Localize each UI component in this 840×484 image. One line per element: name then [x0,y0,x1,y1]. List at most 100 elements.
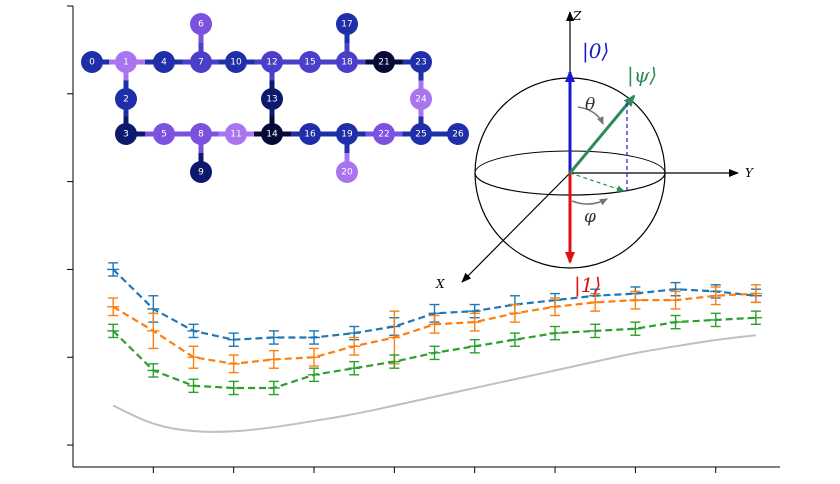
error-bar [267,349,280,369]
error-bar [187,345,200,369]
bloch-sphere: |0⟩ |1⟩ |ψ⟩ θ φ Z Y X [435,9,754,298]
qubit-node: 24 [410,88,432,110]
qubit-node: 8 [190,123,212,145]
qubit-node: 6 [190,13,212,35]
error-bar [107,323,120,339]
qubit-node-label: 3 [123,130,129,140]
error-bar [147,363,160,378]
error-bar [508,332,521,347]
error-bar [227,380,240,396]
error-bar [709,286,722,306]
error-bar [629,290,642,310]
z-axis-label: Z [572,9,582,23]
error-bar [589,292,602,312]
error-bar [267,380,280,396]
qubit-nodes: 0 123456789101112131415161718192021222324… [81,13,469,183]
qubit-node-label: 20 [341,168,353,178]
qubit-node: 20 [336,161,358,183]
qubit-node: 1 [115,51,137,73]
error-bar [749,284,762,304]
series-line [112,334,757,433]
qubit-node-label: 23 [415,58,426,68]
error-bar [348,336,361,356]
error-bar [508,303,521,323]
qubit-node-label: 12 [266,58,277,68]
qubit-node-label: 7 [198,58,204,68]
qubit-node: 15 [299,51,321,73]
phi-projection-arrow [569,172,625,193]
y-ticks [67,5,73,446]
qubit-node-label: 18 [341,58,353,68]
error-bar [428,345,441,361]
error-bar [227,332,240,347]
qubit-node: 2 [115,88,137,110]
error-bar [107,262,120,277]
psi-ket-label: |ψ⟩ [627,63,657,88]
qubit-node: 21 [373,51,395,73]
qubit-node: 3 [115,123,137,145]
qubit-node: 16 [299,123,321,145]
series-2 [107,284,762,374]
qubit-node: 10 [225,51,247,73]
error-bar [468,312,481,332]
error-bar [549,325,562,341]
qubit-node-label: 17 [341,20,352,30]
phi-label: φ [584,207,596,227]
error-bar [669,290,682,310]
error-bar [468,338,481,354]
qubit-node-label: 19 [341,130,353,140]
qubit-node: 18 [336,51,358,73]
error-bar [589,323,602,339]
error-bar [107,297,120,317]
qubit-node: 9 [190,161,212,183]
qubit-node: 14 [261,123,283,145]
qubit-connectivity-map: 0 123456789101112131415161718192021222324… [81,13,469,183]
qubit-node-label: 13 [266,95,277,105]
qubit-node-label: 2 [123,95,129,105]
theta-label: θ [585,95,595,115]
qubit-node-label: 16 [304,130,316,140]
error-bar [709,312,722,328]
qubit-node: 0 [81,51,103,73]
error-bar [749,310,762,326]
error-bar [388,354,401,369]
error-bar [629,321,642,336]
error-bar [549,297,562,317]
x-axis-label: X [435,277,445,291]
qubit-node-label: 24 [415,95,427,105]
error-bar [308,330,321,345]
qubit-node-label: 1 [123,58,129,68]
qubit-node-label: 5 [161,130,167,140]
series-layer [107,262,762,433]
series-3 [107,310,762,396]
qubit-node: 12 [261,51,283,73]
series-4 [112,334,757,433]
x-ticks [152,467,717,473]
zero-ket-label: |0⟩ [582,39,609,64]
qubit-node: 5 [153,123,175,145]
error-bar [308,367,321,383]
qubit-node: 25 [410,123,432,145]
x-axis-arrow [461,172,571,283]
error-bar [147,312,160,350]
qubit-node-label: 14 [266,130,278,140]
qubit-node: 4 [153,51,175,73]
qubit-node-label: 11 [230,130,241,140]
error-bar [187,378,200,394]
one-ket-label: |1⟩ [574,273,601,298]
y-axis-label: Y [745,166,754,180]
qubit-node-label: 10 [230,58,242,68]
qubit-node: 19 [336,123,358,145]
qubit-node: 17 [336,13,358,35]
qubit-node-label: 25 [415,130,426,140]
qubit-node-label: 21 [378,58,389,68]
qubit-node: 23 [410,51,432,73]
qubit-node-label: 8 [198,130,204,140]
qubit-node-label: 0 [89,58,95,68]
qubit-node-label: 22 [378,130,389,140]
qubit-node-label: 26 [452,130,464,140]
qubit-node-label: 4 [161,58,167,68]
phi-arc [571,198,608,206]
